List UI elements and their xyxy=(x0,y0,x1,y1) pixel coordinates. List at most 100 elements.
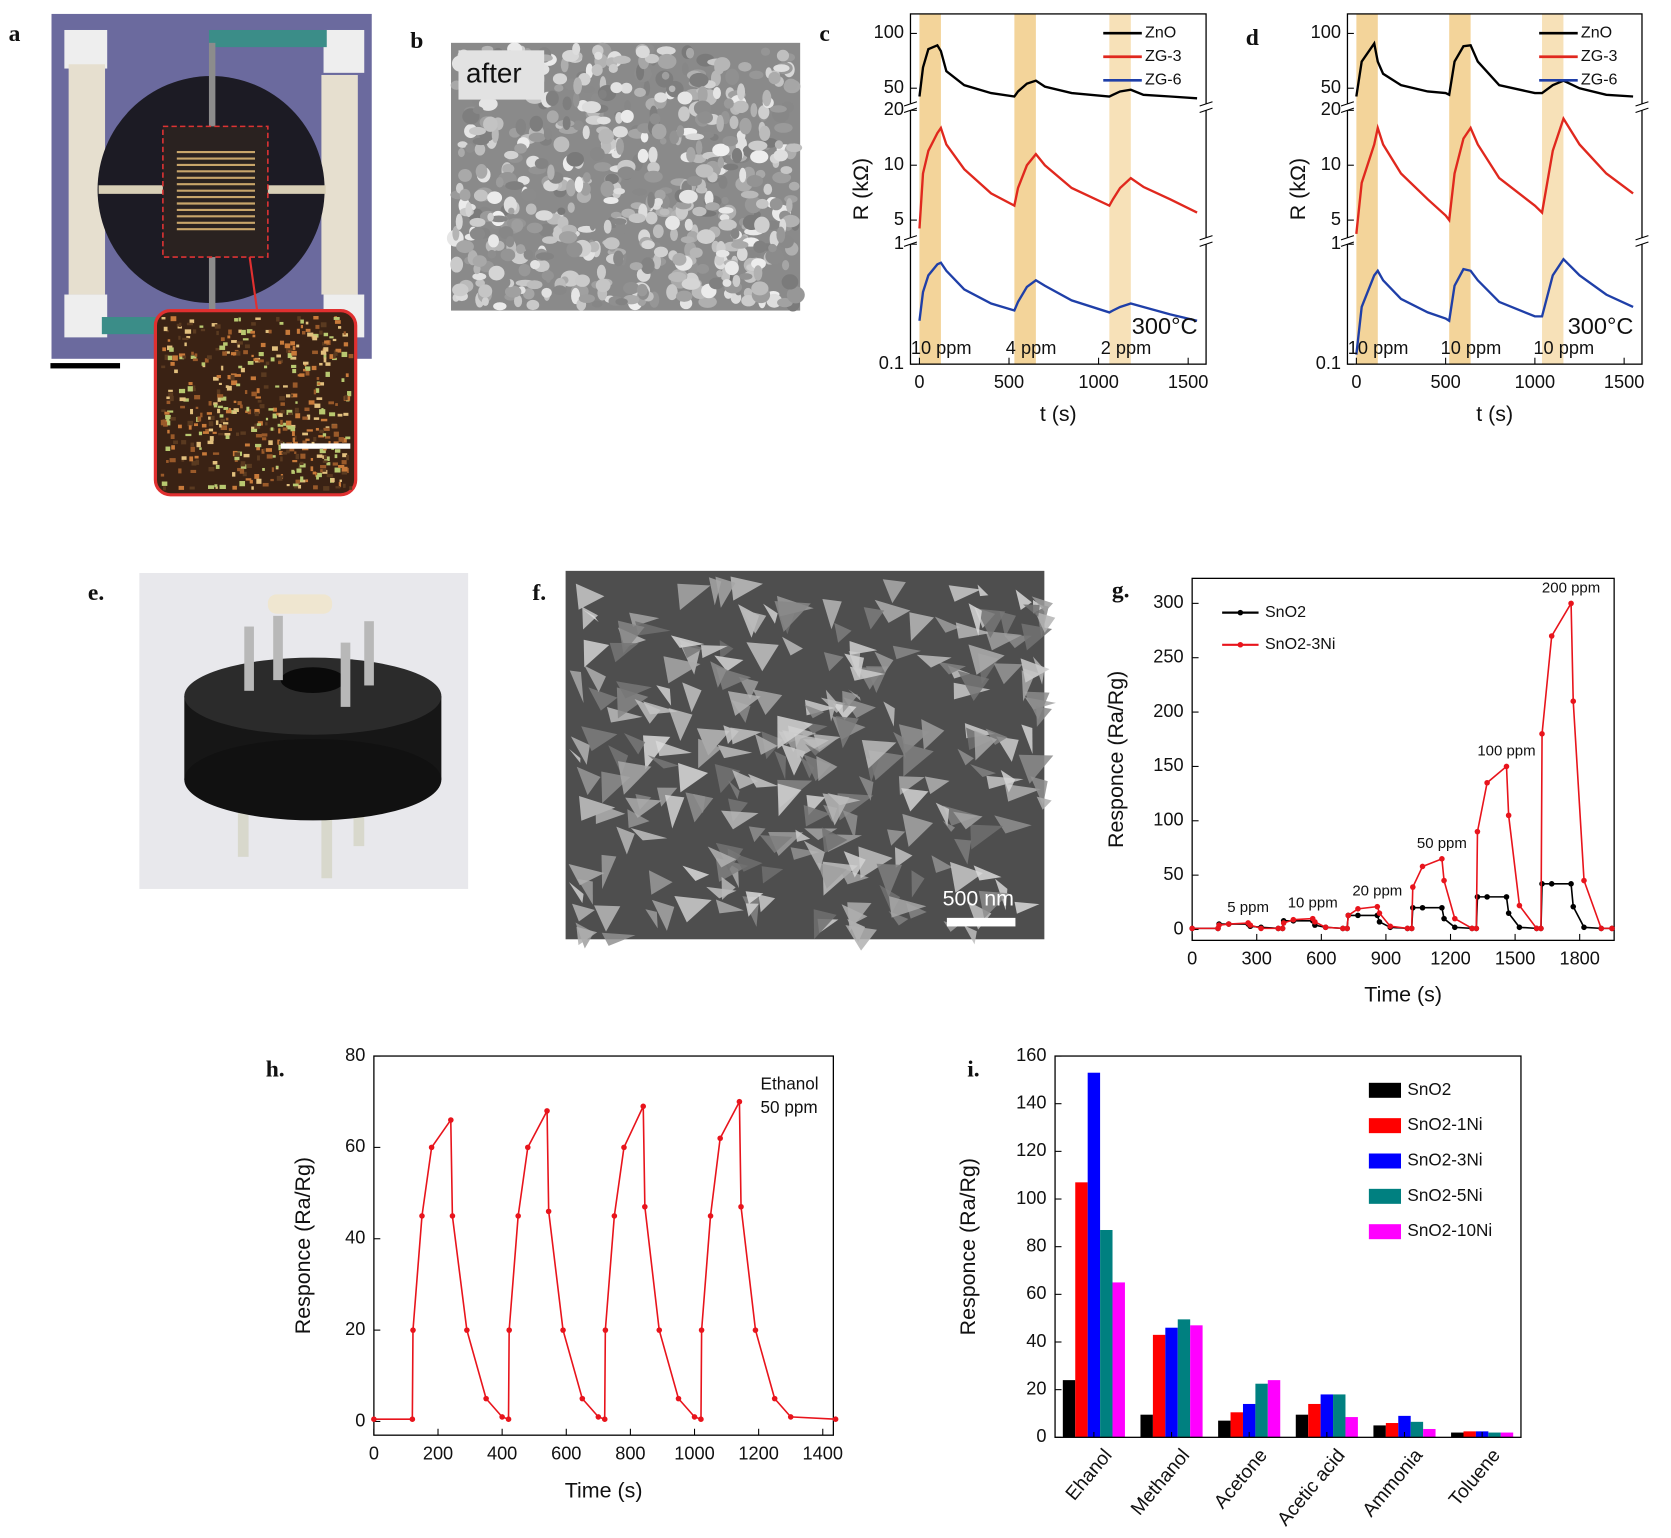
grain xyxy=(680,236,695,244)
bar xyxy=(1242,1403,1256,1438)
annotation: 5 ppm xyxy=(1227,899,1269,916)
axis-break xyxy=(1636,237,1648,245)
bar xyxy=(1488,1432,1501,1438)
line xyxy=(1192,600,1612,930)
texture xyxy=(212,452,220,455)
annotation: 50 ppm xyxy=(1417,835,1467,852)
texture xyxy=(268,440,273,446)
texture xyxy=(220,337,225,342)
flake xyxy=(804,704,825,719)
marker xyxy=(832,1416,839,1422)
grain xyxy=(505,236,515,248)
flake xyxy=(707,846,737,868)
flake xyxy=(777,715,813,749)
flake xyxy=(1023,604,1040,617)
texture xyxy=(259,404,263,407)
texture xyxy=(333,353,336,359)
texture xyxy=(334,454,338,459)
texture xyxy=(337,413,343,417)
texture xyxy=(198,431,203,436)
grain xyxy=(635,45,650,59)
marker xyxy=(1548,881,1555,887)
texture xyxy=(255,434,263,438)
texture xyxy=(219,345,226,350)
marker xyxy=(1312,919,1318,925)
x-tick-label: Acetic acid xyxy=(1274,1445,1350,1530)
texture xyxy=(167,429,170,434)
texture xyxy=(341,460,347,465)
texture xyxy=(302,416,308,420)
texture xyxy=(161,409,166,412)
texture xyxy=(283,385,288,388)
marker xyxy=(621,1144,627,1151)
grain xyxy=(739,117,752,135)
texture xyxy=(234,374,241,377)
flake xyxy=(595,803,626,825)
texture xyxy=(184,329,192,334)
texture xyxy=(284,343,291,349)
texture xyxy=(280,419,283,425)
texture xyxy=(222,351,227,356)
grain xyxy=(653,197,663,207)
texture xyxy=(186,322,193,326)
flake xyxy=(887,829,906,846)
marker xyxy=(506,1327,512,1333)
texture xyxy=(299,463,306,468)
grain xyxy=(552,73,568,85)
texture xyxy=(256,478,262,484)
panel-label: d xyxy=(1246,25,1259,51)
texture xyxy=(286,483,290,487)
texture xyxy=(213,376,219,381)
flake xyxy=(577,878,593,905)
y-tick-label: 0.1 xyxy=(879,353,904,373)
grain xyxy=(685,133,705,141)
texture xyxy=(324,456,330,462)
flake xyxy=(651,899,675,931)
texture xyxy=(178,353,186,357)
grain xyxy=(628,213,646,224)
flake xyxy=(730,576,763,601)
texture xyxy=(279,340,285,345)
grain xyxy=(666,284,678,301)
grain xyxy=(547,164,555,180)
flake xyxy=(813,909,837,940)
grain xyxy=(695,140,703,155)
texture xyxy=(170,416,176,421)
texture xyxy=(199,447,202,450)
texture xyxy=(213,403,218,408)
texture xyxy=(281,451,288,455)
texture xyxy=(312,350,318,355)
texture xyxy=(163,422,168,427)
texture xyxy=(225,417,229,421)
texture xyxy=(191,351,194,355)
texture xyxy=(225,409,232,414)
grain xyxy=(649,113,661,125)
texture xyxy=(329,354,335,359)
texture xyxy=(212,431,217,434)
marker xyxy=(1355,912,1361,919)
flake xyxy=(901,788,929,812)
texture xyxy=(326,474,333,478)
panel-label: b xyxy=(410,28,423,54)
axis-break xyxy=(1635,101,1649,107)
texture xyxy=(167,355,173,361)
texture xyxy=(292,483,299,487)
texture xyxy=(323,486,330,491)
grain xyxy=(598,128,614,144)
texture xyxy=(188,382,193,386)
flake xyxy=(727,691,761,716)
plot-frame xyxy=(1191,577,1615,942)
legend-label: SnO2-5Ni xyxy=(1407,1185,1482,1205)
grain xyxy=(582,172,591,183)
flake xyxy=(911,870,925,898)
grain xyxy=(739,273,753,280)
plot-frame xyxy=(1054,1055,1522,1438)
flake xyxy=(903,743,934,777)
texture xyxy=(271,346,278,351)
texture xyxy=(209,436,214,441)
shaded-band xyxy=(1014,13,1036,365)
grain xyxy=(656,46,676,56)
texture xyxy=(323,455,327,460)
texture xyxy=(228,329,232,335)
texture xyxy=(265,422,268,426)
